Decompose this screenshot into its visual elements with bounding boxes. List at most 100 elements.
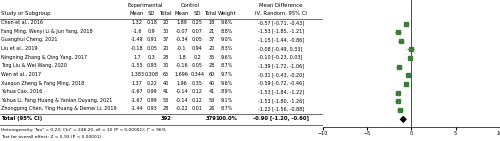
Text: 0.35: 0.35 [192,81,203,86]
Text: Test for overall effect: Z = 5.93 (P < 0.00001): Test for overall effect: Z = 5.93 (P < 0… [0,135,101,139]
Text: -0.31 [-0.43, -0.20]: -0.31 [-0.43, -0.20] [258,72,304,77]
Text: -0.14: -0.14 [176,98,188,103]
Text: Study or Subgroup: Study or Subgroup [0,11,50,16]
Text: 26: 26 [208,106,214,111]
Text: 0.05: 0.05 [192,37,203,42]
Text: Wen et al., 2017: Wen et al., 2017 [0,72,41,77]
Text: 30: 30 [163,63,169,68]
Text: -1.53 [-1.84, -1.22]: -1.53 [-1.84, -1.22] [258,89,304,94]
Text: Mean Difference: Mean Difference [259,3,302,8]
Text: 1.89: 1.89 [176,20,188,25]
Text: IV, Random, 95% CI: IV, Random, 95% CI [254,11,306,16]
Text: 0.3: 0.3 [148,55,156,60]
Text: 0.25: 0.25 [192,20,203,25]
Text: 28: 28 [163,55,169,60]
Text: -0.07: -0.07 [176,29,188,34]
Text: 9.6%: 9.6% [220,81,233,86]
Text: 41: 41 [208,89,214,94]
Text: -0.1: -0.1 [177,46,186,51]
Text: 37: 37 [163,37,169,42]
Text: Control: Control [180,3,200,8]
Text: 8.9%: 8.9% [220,89,233,94]
Text: Weight: Weight [218,11,236,16]
Polygon shape [400,117,406,122]
Text: -0.16: -0.16 [176,63,188,68]
Text: -0.59 [-0.72, -0.46]: -0.59 [-0.72, -0.46] [258,81,304,86]
Text: 0.93: 0.93 [146,63,157,68]
Text: -0.18: -0.18 [131,46,143,51]
Text: SD: SD [148,11,156,16]
Text: 20: 20 [208,46,214,51]
Text: 1.96: 1.96 [176,81,188,86]
Text: Mean: Mean [130,11,144,16]
Text: -1.55: -1.55 [131,63,143,68]
Text: -0.57 [-0.71, -0.43]: -0.57 [-0.71, -0.43] [258,20,304,25]
Text: 60: 60 [208,72,214,77]
Text: Fang Ming, Wenyi Li & Jun Yang, 2018: Fang Ming, Wenyi Li & Jun Yang, 2018 [0,29,92,34]
Text: -1.44: -1.44 [131,106,143,111]
Text: 53: 53 [208,98,214,103]
Text: -1.67: -1.67 [131,98,143,103]
Text: -1.39 [-1.72, -1.06]: -1.39 [-1.72, -1.06] [258,63,304,68]
Text: 8.3%: 8.3% [220,46,233,51]
Text: SD: SD [194,11,201,16]
Text: 1.37: 1.37 [132,81,142,86]
Text: 8.8%: 8.8% [220,29,233,34]
Text: Total (95% CI): Total (95% CI) [0,116,42,121]
Text: -1.49: -1.49 [131,37,143,42]
Text: Experimental: Experimental [128,3,163,8]
Text: -1.53 [-1.80, -1.26]: -1.53 [-1.80, -1.26] [258,98,304,103]
Text: Zhongping Chen, Ying Huang & Demei Li, 2019: Zhongping Chen, Ying Huang & Demei Li, 2… [0,106,116,111]
Text: -0.08 [-0.49, 0.33]: -0.08 [-0.49, 0.33] [258,46,302,51]
Text: Xuequn Zheng & Fang Ming, 2018: Xuequn Zheng & Fang Ming, 2018 [0,81,84,86]
Text: 0.12: 0.12 [192,89,203,94]
Text: 0.91: 0.91 [146,37,157,42]
Text: 40: 40 [163,81,169,86]
Text: 20: 20 [163,46,169,51]
Text: 8.7%: 8.7% [220,106,233,111]
Text: Mean: Mean [174,11,189,16]
Text: 28: 28 [208,63,214,68]
Text: 9.6%: 9.6% [220,55,233,60]
Text: Heterogeneity: Tau² = 0.23; Chi² = 248.20, df = 10 (P < 0.00001); I² = 96%: Heterogeneity: Tau² = 0.23; Chi² = 248.2… [0,128,166,132]
Text: 0.9: 0.9 [148,29,156,34]
Text: 0.99: 0.99 [146,98,157,103]
Text: -1.53 [-1.85, -1.21]: -1.53 [-1.85, -1.21] [258,29,304,34]
Text: 21: 21 [208,29,214,34]
Text: 0.07: 0.07 [192,29,203,34]
Text: 100.0%: 100.0% [216,116,238,121]
Text: -0.10 [-0.23, 0.03]: -0.10 [-0.23, 0.03] [258,55,303,60]
Text: 0.99: 0.99 [146,89,157,94]
Text: -1.67: -1.67 [131,89,143,94]
Text: -1.6: -1.6 [132,29,142,34]
Text: Yuhua Li, Fang Huang & Yanlan Ouyang, 2021: Yuhua Li, Fang Huang & Yanlan Ouyang, 20… [0,98,112,103]
Text: Total: Total [206,11,218,16]
Text: 1.8: 1.8 [178,55,186,60]
Text: 0.01: 0.01 [192,106,203,111]
Text: 9.6%: 9.6% [220,20,233,25]
Text: Guanghui Cheng, 2021: Guanghui Cheng, 2021 [0,37,57,42]
Text: 41: 41 [163,89,169,94]
Text: 1.32: 1.32 [132,20,142,25]
Text: 40: 40 [208,81,214,86]
Text: 30: 30 [163,29,169,34]
Text: 1.7: 1.7 [133,55,141,60]
Text: 0.18: 0.18 [146,20,157,25]
Text: 28: 28 [163,106,169,111]
Text: 0.12: 0.12 [192,98,203,103]
Text: 9.1%: 9.1% [220,98,233,103]
Text: -0.34: -0.34 [176,37,188,42]
Text: -1.15 [-1.44, -0.86]: -1.15 [-1.44, -0.86] [258,37,304,42]
Text: 0.93: 0.93 [146,106,157,111]
Text: 35: 35 [208,55,214,60]
Text: 0.05: 0.05 [146,46,157,51]
Text: 53: 53 [163,98,169,103]
Text: 1.696: 1.696 [175,72,189,77]
Text: 0.308: 0.308 [144,72,158,77]
Text: Liu et al., 2019: Liu et al., 2019 [0,46,37,51]
Text: 0.22: 0.22 [146,81,157,86]
Text: 0.344: 0.344 [190,72,204,77]
Text: -0.90 [-1.20, -0.60]: -0.90 [-1.20, -0.60] [252,116,308,121]
Text: Ting Liu & Wei Wang, 2020: Ting Liu & Wei Wang, 2020 [0,63,66,68]
Text: 37: 37 [208,37,214,42]
